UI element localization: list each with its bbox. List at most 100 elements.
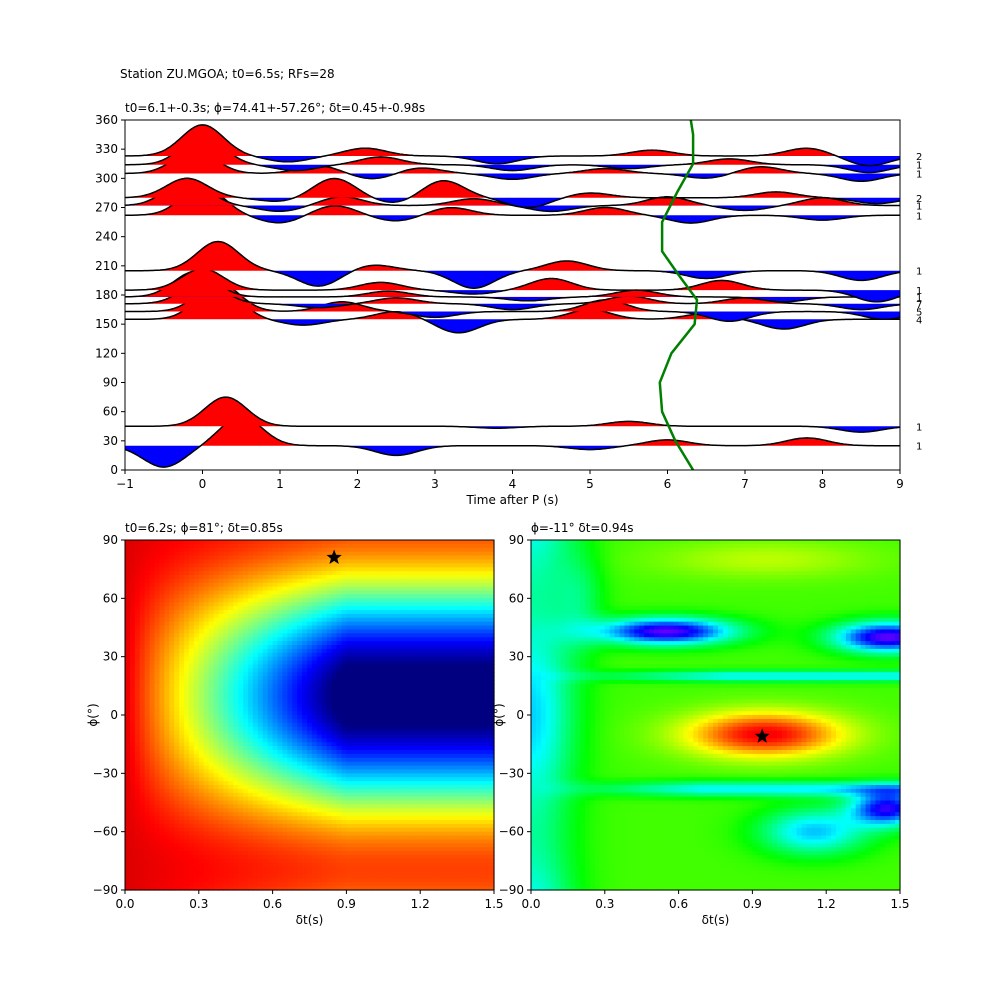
heatmap-cell xyxy=(316,792,323,798)
heatmap-cell xyxy=(134,823,141,829)
heatmap-cell xyxy=(336,707,343,712)
heatmap-cell xyxy=(356,660,362,666)
heatmap-cell xyxy=(208,672,215,677)
heatmap-cell xyxy=(307,792,313,798)
heatmap-cell xyxy=(179,715,185,720)
heatmap-cell xyxy=(159,788,165,794)
heatmap-cell xyxy=(243,788,249,794)
heatmap-cell xyxy=(184,551,190,557)
heatmap-cell xyxy=(385,742,392,747)
heatmap-cell xyxy=(282,718,288,724)
heatmap-cell xyxy=(144,637,151,642)
heatmap-cell xyxy=(272,613,279,619)
heatmap-cell xyxy=(297,816,303,821)
heatmap-cell xyxy=(277,672,284,677)
heatmap-cell xyxy=(159,695,165,701)
heatmap-cell xyxy=(380,540,387,545)
heatmap-cell xyxy=(272,738,279,743)
heatmap-cell xyxy=(243,886,249,891)
heatmap-cell xyxy=(174,648,180,654)
heatmap-cell xyxy=(184,839,190,844)
heatmap-cell xyxy=(375,578,382,584)
heatmap-cell xyxy=(341,886,347,891)
heatmap-cell xyxy=(356,870,362,876)
heatmap-cell xyxy=(252,645,259,650)
heatmap-cell xyxy=(208,617,215,623)
heatmap-cell xyxy=(243,695,249,701)
heatmap-cell xyxy=(361,730,367,736)
heatmap-cell xyxy=(307,750,313,755)
heatmap-cell xyxy=(302,816,308,821)
heatmap-cell xyxy=(331,750,338,755)
heatmap-cell xyxy=(139,730,146,736)
heatmap-cell xyxy=(302,590,308,596)
heatmap-cell xyxy=(351,547,357,553)
heatmap-cell xyxy=(341,750,347,755)
heatmap-cell xyxy=(243,602,249,607)
heatmap-cell xyxy=(267,715,274,720)
heatmap-cell xyxy=(208,641,215,646)
heatmap-cell xyxy=(262,668,269,673)
heatmap-cell xyxy=(262,633,269,638)
heatmap-cell xyxy=(164,769,170,774)
heatmap-cell xyxy=(336,606,343,611)
heatmap-cell xyxy=(184,796,190,802)
heatmap-cell xyxy=(341,668,347,673)
heatmap-cell xyxy=(164,808,170,813)
heatmap-cell xyxy=(179,664,185,669)
heatmap-cell xyxy=(380,571,387,576)
heatmap-cell xyxy=(248,823,254,829)
heatmap-cell xyxy=(213,785,220,790)
heatmap-cell xyxy=(371,656,377,662)
heatmap-cell xyxy=(198,843,205,848)
heatmap-cell xyxy=(149,730,156,736)
heatmap-cell xyxy=(341,648,347,654)
heatmap-cell xyxy=(198,839,205,844)
heatmap-cell xyxy=(257,582,264,588)
heatmap-cell xyxy=(144,886,151,891)
heatmap-cell xyxy=(184,851,190,856)
heatmap-cell xyxy=(277,878,284,883)
heatmap-cell xyxy=(375,645,382,650)
heatmap-cell xyxy=(257,874,264,879)
heatmap-cell xyxy=(169,847,175,852)
heatmap-cell xyxy=(346,816,352,821)
heatmap-cell xyxy=(238,843,244,848)
heatmap-cell xyxy=(223,769,229,774)
heatmap-cell xyxy=(351,637,357,642)
heatmap-cell xyxy=(351,781,357,786)
heatmap-cell xyxy=(307,543,313,549)
heatmap-cell xyxy=(169,870,175,876)
heatmap-cell xyxy=(213,610,220,615)
heatmap-cell xyxy=(184,645,190,650)
heatmap-cell xyxy=(361,816,367,821)
heatmap-cell xyxy=(356,559,362,564)
heatmap-cell xyxy=(243,757,249,763)
heatmap-cell xyxy=(208,555,215,561)
heatmap-cell xyxy=(238,711,244,716)
heatmap-cell xyxy=(302,610,308,615)
heatmap-cell xyxy=(223,726,229,732)
heatmap-cell xyxy=(272,691,279,697)
heatmap-cell xyxy=(356,851,362,856)
heatmap-cell xyxy=(356,555,362,561)
heatmap-cell xyxy=(169,637,175,642)
heatmap-cell xyxy=(164,652,170,658)
heatmap-cell xyxy=(223,796,229,802)
heatmap-cell xyxy=(252,687,259,693)
trace-line xyxy=(125,396,900,433)
heatmap-cell xyxy=(341,827,347,833)
heatmap-cell xyxy=(336,598,343,603)
heatmap-cell xyxy=(272,800,279,806)
heatmap-cell xyxy=(188,757,195,763)
heatmap-cell xyxy=(228,687,234,693)
heatmap-cell xyxy=(125,668,131,673)
heatmap-cell xyxy=(361,645,367,650)
heatmap-cell xyxy=(198,757,205,763)
heatmap-cell xyxy=(243,641,249,646)
heatmap-cell xyxy=(366,878,372,883)
heatmap-cell xyxy=(341,656,347,662)
heatmap-cell xyxy=(307,668,313,673)
heatmap-cell xyxy=(292,699,298,704)
heatmap-cell xyxy=(228,594,234,599)
